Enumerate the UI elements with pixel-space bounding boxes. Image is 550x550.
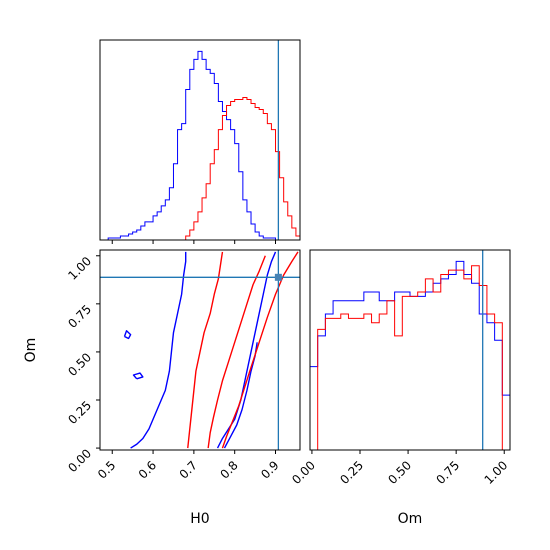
panel-frame (309, 249, 511, 451)
y-tick-label: 0.00 (65, 446, 94, 475)
panel-frame (99, 39, 301, 241)
histogram-plot-area (100, 40, 300, 240)
y-tick-label: 1.00 (65, 254, 94, 283)
x-axis-label: Om (398, 511, 423, 527)
x-tick-label: 0.6 (136, 458, 159, 481)
histogram-series-1 (100, 96, 300, 240)
h0-histogram-panel (99, 39, 301, 244)
contour-line-1-2 (221, 251, 299, 449)
x-tick-label: 1.00 (482, 458, 511, 487)
x-tick-label: 0.7 (177, 458, 200, 481)
contour-line-0-3 (132, 372, 144, 380)
om-histogram-panel: 0.00 0.25 0.50 0.75 1.00 Om (289, 249, 511, 527)
x-tick-label: 0.5 (95, 458, 118, 481)
contour-line-1-1 (207, 255, 266, 449)
y-tick-label: 0.50 (65, 350, 94, 379)
x-axis-label: H0 (190, 511, 209, 527)
x-tick-label: 0.75 (433, 458, 462, 487)
contour-line-0-4 (123, 330, 132, 340)
h0-om-contour-panel: 0.5 0.6 0.7 0.8 0.9 0.00 0.25 0.50 0.75 1.00 H0 Om (23, 249, 301, 527)
panel-frame (99, 249, 301, 451)
contour-line-0-1 (216, 251, 277, 449)
x-tick-label: 0.8 (217, 458, 240, 481)
histogram-plot-area (310, 250, 510, 450)
contour-line-1-0 (187, 251, 224, 449)
truth-point-marker (274, 273, 282, 281)
contour-line-0-0 (130, 251, 187, 449)
histogram-series-0 (100, 50, 300, 240)
y-tick-label: 0.75 (65, 302, 94, 331)
histogram-series-0 (310, 260, 510, 450)
y-axis-label: Om (23, 338, 39, 363)
histogram-series-1 (310, 265, 510, 450)
x-tick-label: 0.00 (289, 458, 318, 487)
x-tick-label: 0.50 (385, 458, 414, 487)
x-tick-label: 0.25 (337, 458, 366, 487)
contour-plot-area (100, 250, 300, 450)
y-tick-label: 0.25 (65, 398, 94, 427)
x-tick-label: 0.9 (258, 458, 281, 481)
